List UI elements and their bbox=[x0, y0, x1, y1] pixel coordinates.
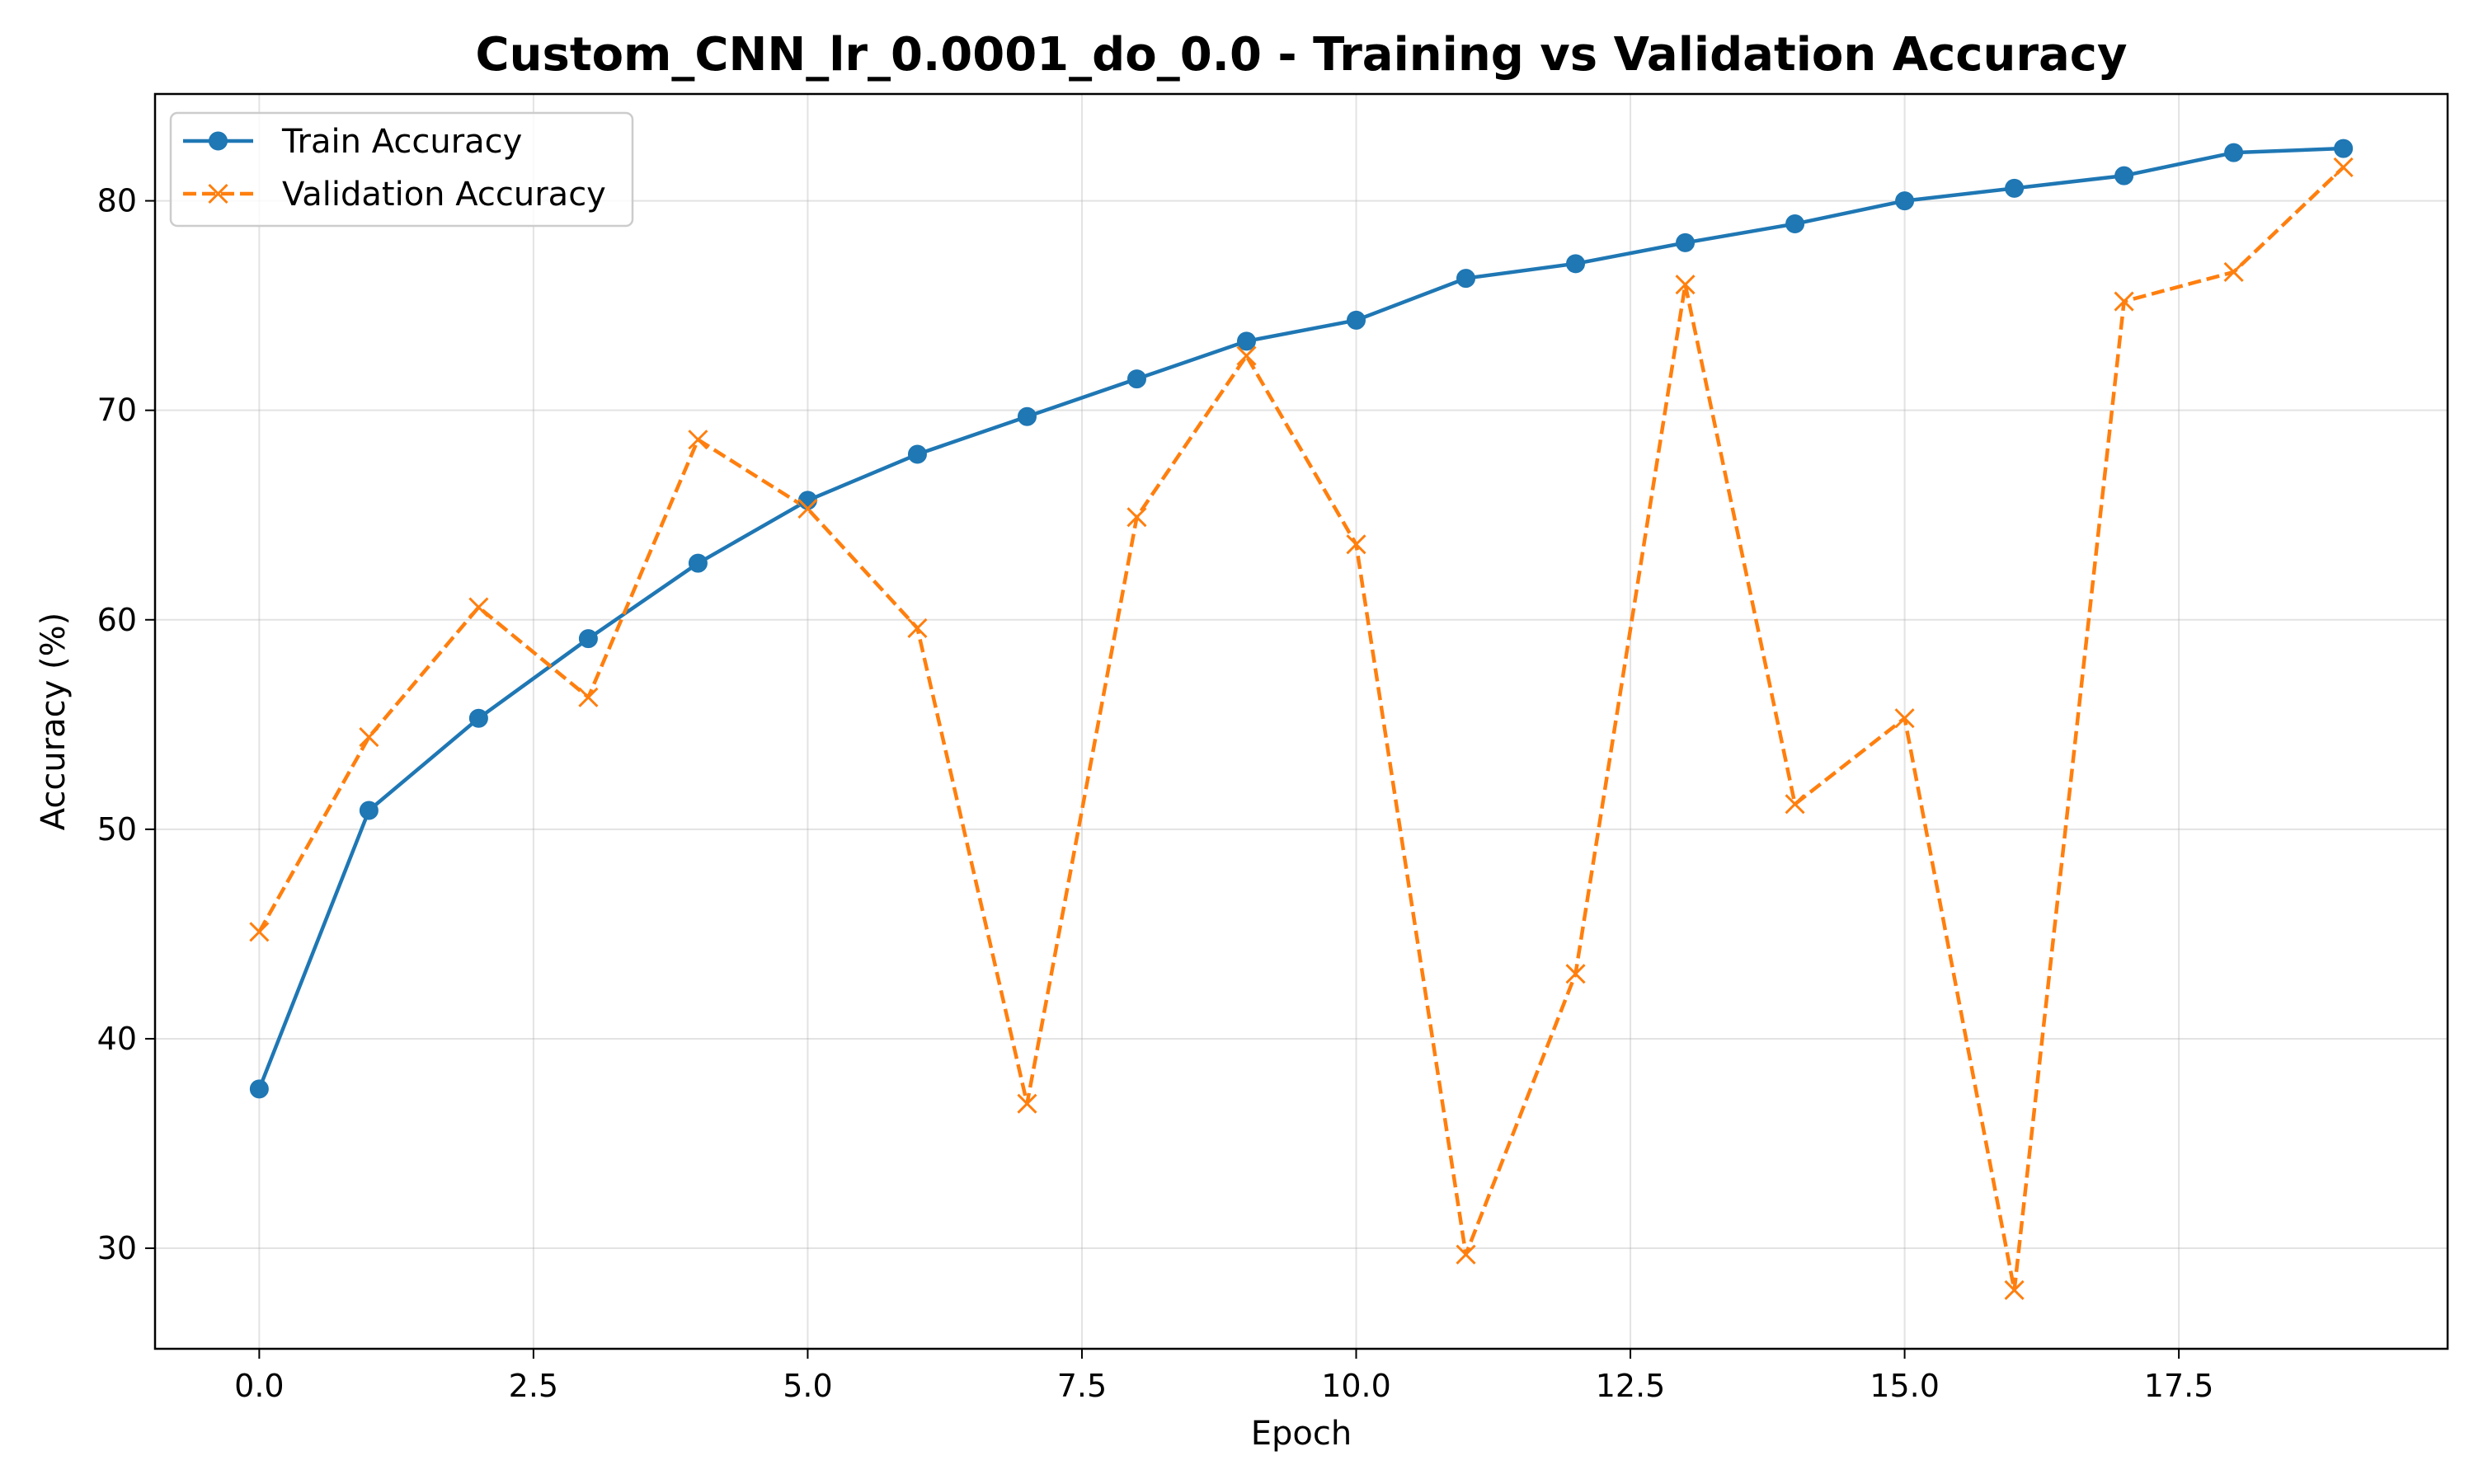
x-marker-stroke bbox=[359, 726, 379, 748]
train-accuracy-point bbox=[1785, 214, 1805, 234]
x-marker-stroke bbox=[1126, 507, 1147, 528]
x-tick-label: 7.5 bbox=[1057, 1368, 1107, 1404]
train-accuracy-point bbox=[2224, 143, 2244, 162]
validation-accuracy-line bbox=[257, 166, 2345, 1293]
validation-accuracy-point bbox=[1675, 275, 1696, 295]
legend-label-train-accuracy: Train Accuracy bbox=[281, 123, 522, 161]
legend-marker-validation-accuracy bbox=[208, 183, 228, 204]
validation-accuracy-point bbox=[468, 597, 489, 618]
x-axis-ticks: 0.0 2.5 5.0 7.5 10.0 12.5 15.0 17.5 bbox=[234, 1349, 2213, 1404]
y-tick-label: 40 bbox=[97, 1021, 137, 1057]
validation-accuracy-point bbox=[1894, 708, 1915, 729]
y-tick-label: 80 bbox=[97, 183, 137, 219]
validation-accuracy-point bbox=[1456, 1244, 1476, 1265]
train-accuracy-point bbox=[1456, 269, 1476, 289]
x-marker-stroke bbox=[2333, 157, 2354, 177]
x-marker-stroke bbox=[1894, 708, 1915, 729]
x-marker-stroke bbox=[907, 618, 928, 638]
x-marker-stroke bbox=[1456, 1244, 1476, 1265]
train-accuracy-point bbox=[907, 444, 927, 464]
validation-accuracy-point bbox=[578, 687, 599, 707]
x-marker-stroke bbox=[2114, 291, 2134, 312]
validation-accuracy-point bbox=[2004, 1280, 2025, 1300]
validation-accuracy-point bbox=[1236, 345, 1257, 366]
train-accuracy-point bbox=[688, 553, 708, 573]
legend-label-validation-accuracy: Validation Accuracy bbox=[282, 176, 606, 214]
validation-accuracy-point bbox=[1126, 507, 1147, 528]
x-marker-stroke bbox=[1675, 275, 1696, 295]
y-tick-label: 50 bbox=[97, 811, 137, 848]
x-marker-stroke bbox=[468, 597, 489, 618]
validation-accuracy-point bbox=[1346, 534, 1366, 555]
validation-accuracy-point bbox=[1017, 1093, 1037, 1114]
validation-accuracy-point bbox=[359, 726, 379, 748]
x-marker-stroke bbox=[1346, 534, 1366, 555]
series-lines bbox=[257, 146, 2345, 1293]
x-marker-stroke bbox=[797, 499, 818, 519]
validation-accuracy-point bbox=[2114, 291, 2134, 312]
x-tick-label: 12.5 bbox=[1596, 1368, 1666, 1404]
x-tick-label: 10.0 bbox=[1321, 1368, 1391, 1404]
train-accuracy-point bbox=[1017, 406, 1037, 426]
train-accuracy-point bbox=[1566, 254, 1586, 274]
series-markers bbox=[249, 139, 2354, 1300]
train-accuracy-point bbox=[2114, 166, 2134, 186]
train-accuracy-point bbox=[578, 629, 598, 649]
plot-frame bbox=[153, 92, 2449, 1350]
x-marker-stroke bbox=[688, 430, 708, 450]
x-marker-stroke bbox=[578, 687, 599, 707]
validation-accuracy-point bbox=[2223, 261, 2244, 283]
y-tick-label: 60 bbox=[97, 602, 137, 638]
validation-accuracy-point bbox=[249, 922, 270, 942]
validation-accuracy-point bbox=[907, 618, 928, 638]
y-axis-ticks: 30 40 50 60 70 80 bbox=[97, 183, 155, 1266]
validation-accuracy-point bbox=[1785, 794, 1805, 815]
train-accuracy-point bbox=[2005, 178, 2025, 198]
x-tick-label: 2.5 bbox=[509, 1368, 558, 1404]
train-accuracy-point bbox=[2334, 139, 2354, 158]
legend: Train Accuracy Validation Accuracy bbox=[169, 111, 634, 228]
train-accuracy-point bbox=[359, 801, 379, 820]
train-accuracy-line bbox=[257, 146, 2344, 1090]
train-accuracy-point bbox=[1126, 369, 1146, 389]
train-accuracy-point bbox=[1676, 232, 1696, 252]
x-marker-stroke bbox=[249, 922, 270, 942]
x-tick-label: 17.5 bbox=[2144, 1368, 2214, 1404]
chart-title: Custom_CNN_lr_0.0001_do_0.0 - Training v… bbox=[476, 28, 2128, 82]
validation-accuracy-point bbox=[688, 430, 708, 450]
y-tick-label: 70 bbox=[97, 392, 137, 429]
train-accuracy-point bbox=[1236, 331, 1256, 351]
train-accuracy-point bbox=[797, 491, 817, 510]
x-tick-label: 0.0 bbox=[234, 1368, 284, 1404]
x-marker-stroke bbox=[1017, 1093, 1037, 1114]
y-tick-label: 30 bbox=[97, 1230, 137, 1266]
x-marker-stroke bbox=[1236, 345, 1257, 366]
train-accuracy-point bbox=[1347, 310, 1366, 330]
legend-marker-train-accuracy bbox=[209, 131, 228, 151]
x-marker-stroke bbox=[1565, 964, 1586, 984]
x-tick-label: 5.0 bbox=[783, 1368, 832, 1404]
y-axis-label: Accuracy (%) bbox=[35, 613, 73, 831]
x-axis-label: Epoch bbox=[1251, 1415, 1352, 1453]
train-accuracy-point bbox=[249, 1079, 269, 1099]
x-marker-stroke bbox=[208, 183, 228, 204]
x-tick-label: 15.0 bbox=[1870, 1368, 1940, 1404]
x-marker-stroke bbox=[1785, 794, 1805, 815]
x-marker-stroke bbox=[2223, 261, 2244, 283]
validation-accuracy-point bbox=[2333, 157, 2354, 177]
validation-accuracy-point bbox=[797, 499, 818, 519]
validation-accuracy-point bbox=[1565, 964, 1586, 984]
train-accuracy-point bbox=[1895, 191, 1915, 211]
train-accuracy-point bbox=[468, 708, 488, 728]
x-marker-stroke bbox=[2004, 1280, 2025, 1300]
legend-box bbox=[169, 111, 634, 228]
